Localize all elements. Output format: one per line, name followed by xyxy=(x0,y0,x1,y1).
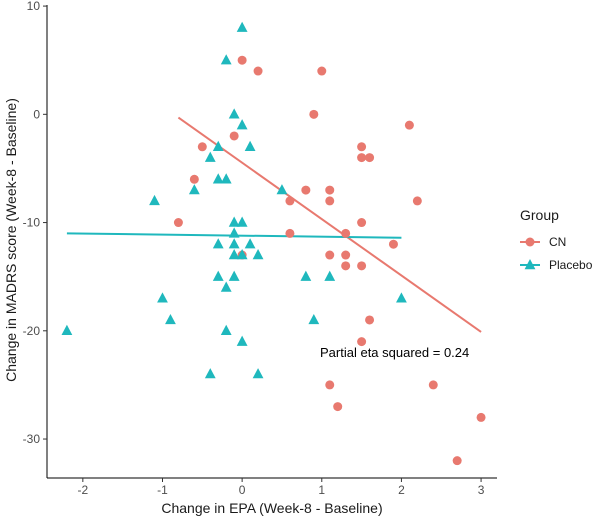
point-cn xyxy=(325,250,335,260)
point-cn xyxy=(325,185,335,195)
y-tick-label: 10 xyxy=(27,0,41,13)
point-placebo xyxy=(244,140,256,151)
point-cn xyxy=(357,142,367,152)
point-cn xyxy=(365,315,375,325)
point-cn xyxy=(317,66,327,76)
point-cn xyxy=(197,142,207,152)
point-cn xyxy=(189,174,199,184)
point-placebo xyxy=(228,216,240,227)
legend-label-placebo: Placebo xyxy=(549,258,593,272)
legend-marker-placebo xyxy=(524,259,536,270)
point-placebo xyxy=(212,140,224,151)
point-cn xyxy=(285,228,295,238)
point-placebo xyxy=(220,173,232,184)
point-placebo xyxy=(212,238,224,249)
point-cn xyxy=(333,402,343,412)
point-placebo xyxy=(165,313,176,325)
point-placebo xyxy=(212,173,224,184)
point-cn xyxy=(357,153,367,163)
point-cn xyxy=(253,66,263,76)
point-cn xyxy=(404,120,414,130)
annotation-text: Partial eta squared = 0.24 xyxy=(320,345,469,360)
point-cn xyxy=(309,109,319,119)
point-placebo xyxy=(252,249,264,260)
point-cn xyxy=(388,239,398,249)
point-placebo xyxy=(157,292,168,303)
point-cn xyxy=(325,380,335,390)
point-placebo xyxy=(228,227,240,238)
point-placebo xyxy=(236,249,248,260)
point-placebo xyxy=(228,108,240,119)
point-placebo xyxy=(252,368,264,379)
x-tick-label: -1 xyxy=(157,483,168,497)
point-cn xyxy=(357,261,367,271)
x-tick-label: 1 xyxy=(318,483,325,497)
legend: Group CN Placebo xyxy=(520,207,593,272)
point-placebo xyxy=(204,368,216,379)
point-cn xyxy=(412,196,422,206)
legend-items: CN Placebo xyxy=(520,235,593,272)
point-placebo xyxy=(204,151,216,162)
fit-line-cn xyxy=(177,116,482,333)
x-tick-label: 0 xyxy=(239,483,246,497)
point-cn xyxy=(301,185,311,195)
point-placebo xyxy=(236,119,248,130)
point-cn xyxy=(428,380,438,390)
x-axis-title: Change in EPA (Week-8 - Baseline) xyxy=(161,500,382,516)
point-cn xyxy=(237,55,247,65)
point-placebo xyxy=(220,54,232,65)
point-cn xyxy=(452,456,462,466)
point-cn xyxy=(341,250,351,260)
point-cn xyxy=(173,218,183,228)
y-tick-label: -30 xyxy=(23,432,41,446)
point-cn xyxy=(229,131,239,141)
point-cn xyxy=(285,196,295,206)
point-placebo xyxy=(228,238,240,249)
point-cn xyxy=(341,261,351,271)
point-placebo xyxy=(188,184,200,195)
point-placebo xyxy=(276,184,288,195)
point-placebo xyxy=(396,292,407,303)
point-placebo xyxy=(236,216,248,227)
point-placebo xyxy=(308,313,320,325)
point-placebo xyxy=(324,270,336,281)
y-tick-label: 0 xyxy=(33,107,40,121)
y-axis-title: Change in MADRS score (Week-8 - Baseline… xyxy=(3,98,19,382)
y-tick-label: -20 xyxy=(23,324,41,338)
point-placebo xyxy=(149,194,160,206)
point-placebo xyxy=(212,270,224,281)
point-cn xyxy=(365,153,375,163)
legend-label-cn: CN xyxy=(549,235,566,249)
point-placebo xyxy=(228,270,240,281)
point-placebo xyxy=(244,238,256,249)
point-cn xyxy=(476,412,486,422)
point-placebo xyxy=(61,324,73,335)
point-placebo xyxy=(236,21,248,32)
point-cn xyxy=(357,337,367,347)
point-placebo xyxy=(300,270,312,281)
point-placebo xyxy=(220,281,232,292)
legend-title: Group xyxy=(520,207,559,223)
point-placebo xyxy=(228,249,240,260)
point-cn xyxy=(325,196,335,206)
point-cn xyxy=(357,218,367,228)
point-placebo xyxy=(220,324,232,335)
point-cn xyxy=(341,228,351,238)
x-tick-label: 2 xyxy=(398,483,405,497)
data-marks xyxy=(61,21,486,466)
point-placebo xyxy=(236,335,248,346)
x-tick-label: 3 xyxy=(478,483,485,497)
y-tick-label: -10 xyxy=(23,216,41,230)
x-tick-label: -2 xyxy=(78,483,89,497)
legend-marker-cn xyxy=(525,237,535,247)
